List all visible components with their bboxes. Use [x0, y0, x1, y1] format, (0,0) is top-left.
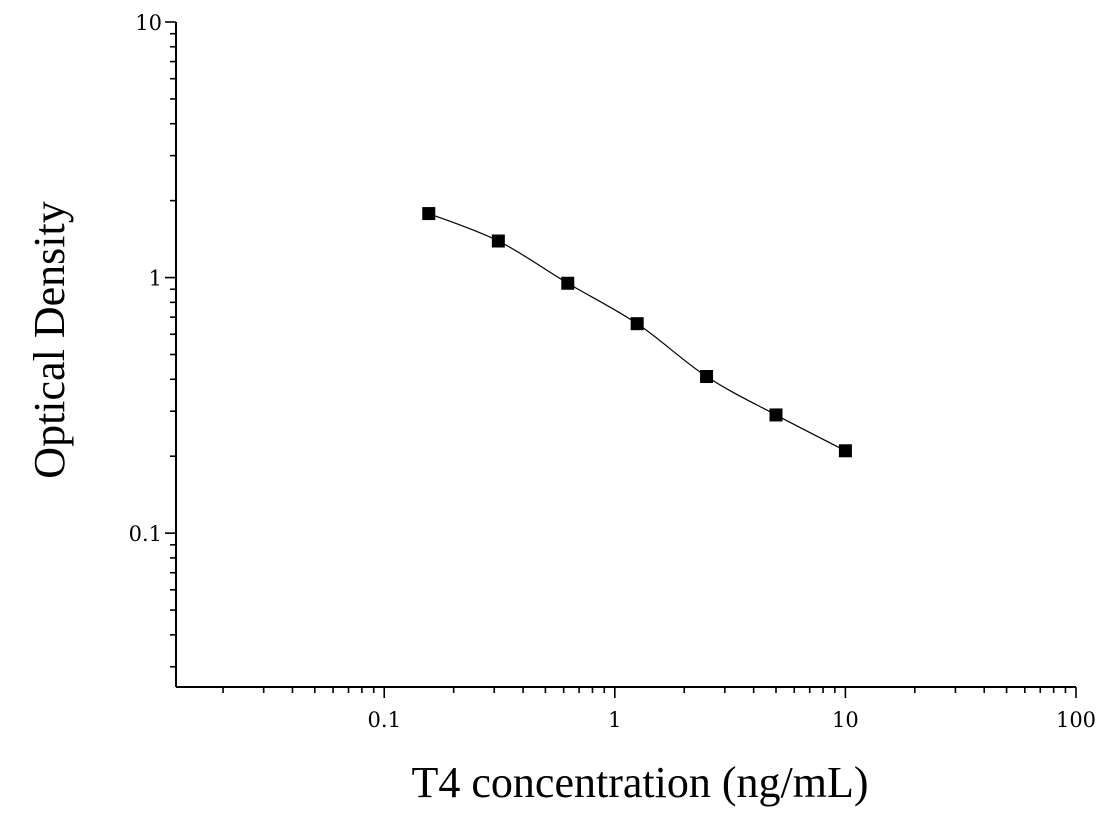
y-tick-label: 0.1	[129, 522, 162, 546]
axes	[175, 22, 1076, 688]
data-point	[561, 276, 575, 290]
data-point	[838, 444, 852, 458]
y-ticks	[165, 21, 176, 668]
y-tick-labels: 0.1 1 10	[129, 11, 162, 546]
y-tick-label: 10	[135, 11, 162, 35]
data-point	[422, 207, 436, 221]
x-tick-label: 0.1	[368, 708, 401, 732]
y-axis-title: Optical Density	[25, 201, 74, 478]
y-tick-label: 1	[149, 267, 162, 291]
data-points	[422, 207, 852, 458]
x-tick-label: 1	[608, 708, 621, 732]
fit-curve	[428, 213, 846, 452]
data-point	[769, 408, 783, 422]
x-ticks	[222, 687, 1077, 698]
data-point	[491, 234, 505, 248]
x-tick-label: 10	[832, 708, 859, 732]
data-point	[630, 317, 644, 331]
x-tick-labels: 0.1 1 10 100	[368, 708, 1097, 732]
x-tick-label: 100	[1056, 708, 1096, 732]
x-axis-title: T4 concentration (ng/mL)	[412, 758, 869, 807]
data-point	[700, 370, 714, 384]
